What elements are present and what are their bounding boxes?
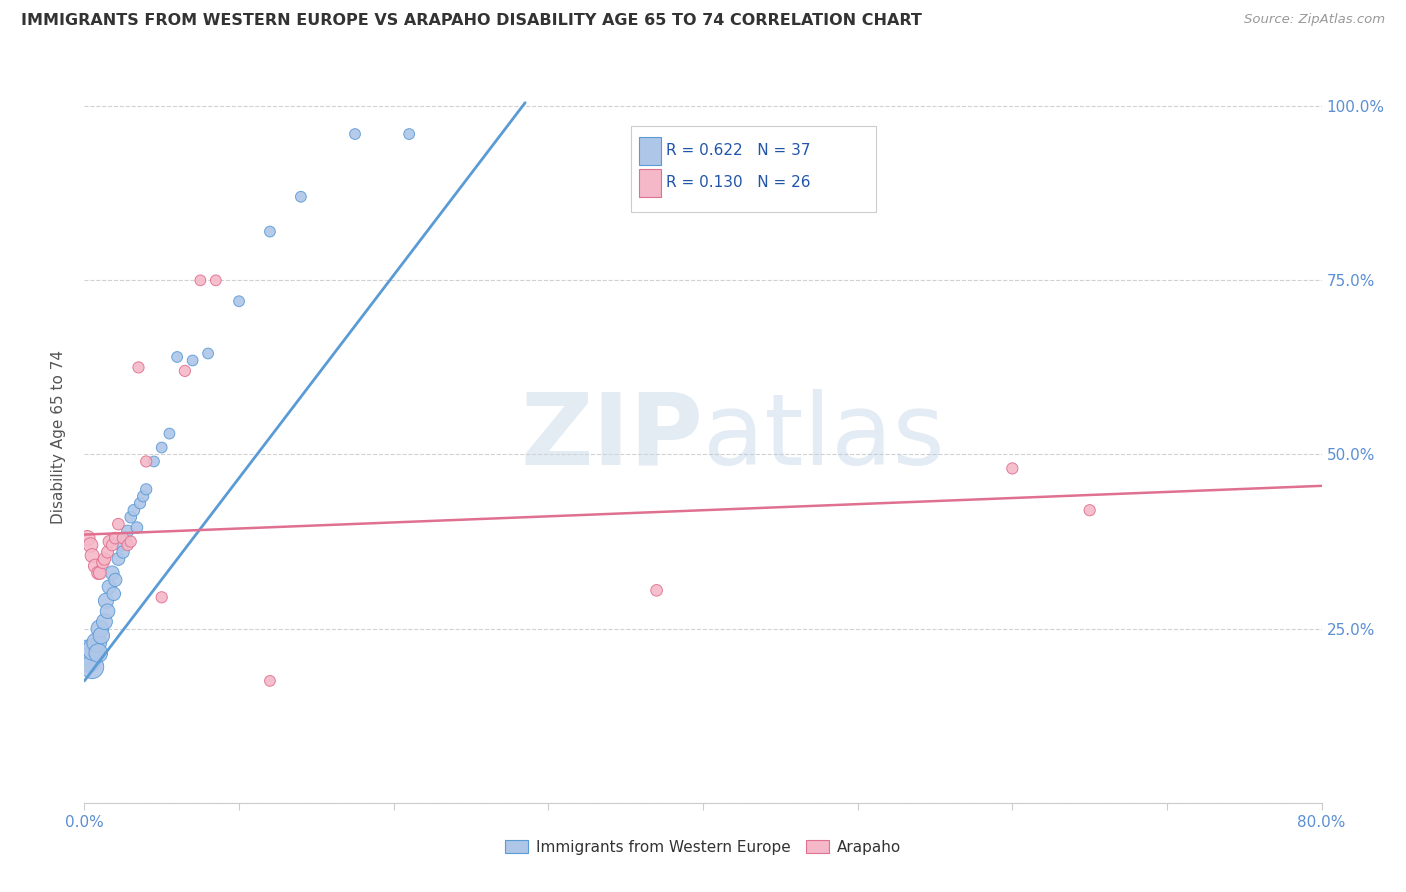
Point: [91, 556, 114, 570]
Point: [259, 673, 281, 688]
Point: [77, 653, 100, 667]
Point: [76, 531, 98, 545]
Point: [101, 566, 124, 580]
Point: [114, 531, 136, 545]
Point: [290, 190, 312, 204]
Point: [228, 294, 250, 309]
Point: [259, 225, 281, 239]
Point: [107, 517, 129, 532]
Point: [205, 273, 228, 287]
Point: [101, 538, 124, 552]
Point: [82, 549, 104, 563]
Text: Source: ZipAtlas.com: Source: ZipAtlas.com: [1244, 13, 1385, 27]
Point: [110, 538, 132, 552]
Point: [125, 521, 148, 535]
Point: [135, 483, 157, 497]
Point: [98, 580, 121, 594]
Point: [117, 524, 139, 538]
Point: [79, 538, 101, 552]
Point: [107, 552, 129, 566]
Point: [112, 545, 135, 559]
Point: [89, 566, 111, 580]
Point: [122, 503, 145, 517]
Point: [181, 353, 204, 368]
Point: [197, 346, 219, 360]
Point: [127, 360, 149, 375]
Point: [84, 558, 107, 573]
Point: [93, 552, 115, 566]
Point: [76, 646, 98, 660]
Point: [150, 441, 173, 455]
Y-axis label: Disability Age 65 to 74: Disability Age 65 to 74: [51, 350, 66, 524]
Text: R = 0.130   N = 26: R = 0.130 N = 26: [666, 175, 811, 190]
Point: [87, 566, 110, 580]
Point: [96, 604, 118, 618]
Point: [83, 642, 105, 657]
Point: [1001, 461, 1024, 475]
Point: [132, 489, 155, 503]
Point: [96, 545, 118, 559]
Point: [129, 496, 152, 510]
Point: [104, 531, 127, 545]
Text: IMMIGRANTS FROM WESTERN EUROPE VS ARAPAHO DISABILITY AGE 65 TO 74 CORRELATION CH: IMMIGRANTS FROM WESTERN EUROPE VS ARAPAH…: [21, 13, 922, 29]
Point: [1078, 503, 1101, 517]
Point: [82, 660, 104, 674]
Point: [143, 454, 166, 468]
Point: [135, 454, 157, 468]
Point: [93, 615, 115, 629]
Point: [112, 531, 135, 545]
Point: [89, 622, 111, 636]
Point: [174, 364, 197, 378]
Point: [343, 127, 366, 141]
Point: [87, 646, 110, 660]
Point: [120, 534, 142, 549]
Point: [104, 573, 127, 587]
Point: [86, 635, 108, 649]
Point: [159, 426, 180, 441]
Legend: Immigrants from Western Europe, Arapaho: Immigrants from Western Europe, Arapaho: [499, 834, 907, 861]
Point: [150, 591, 173, 605]
Point: [120, 510, 142, 524]
Point: [90, 629, 112, 643]
Point: [188, 273, 211, 287]
Point: [94, 594, 117, 608]
Text: atlas: atlas: [703, 389, 945, 485]
Point: [166, 350, 188, 364]
Point: [398, 127, 420, 141]
Point: [98, 534, 121, 549]
Point: [117, 538, 139, 552]
Text: R = 0.622   N = 37: R = 0.622 N = 37: [666, 144, 811, 159]
Text: ZIP: ZIP: [520, 389, 703, 485]
Point: [645, 583, 668, 598]
Point: [103, 587, 125, 601]
